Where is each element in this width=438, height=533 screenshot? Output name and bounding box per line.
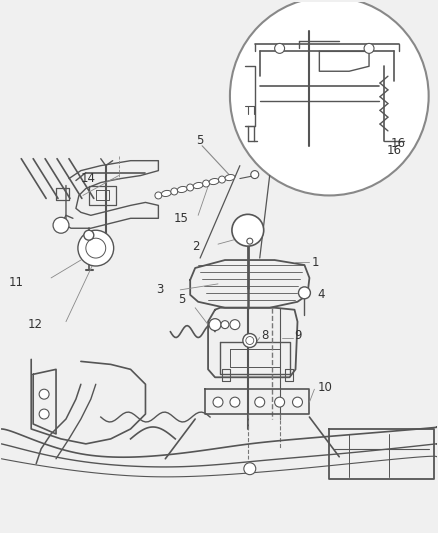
Circle shape [230,0,429,196]
Circle shape [247,238,253,244]
Text: 9: 9 [294,329,302,342]
Ellipse shape [225,174,235,181]
Circle shape [84,230,94,240]
Text: 10: 10 [318,381,332,394]
Text: 11: 11 [8,277,23,289]
Circle shape [232,214,264,246]
Ellipse shape [209,179,219,184]
Circle shape [364,43,374,53]
Circle shape [39,389,49,399]
Text: 1: 1 [311,255,319,269]
Ellipse shape [162,190,171,197]
Text: 14: 14 [81,172,96,185]
Ellipse shape [177,187,187,192]
Circle shape [246,336,254,344]
Text: 4: 4 [318,288,325,301]
Circle shape [155,192,162,199]
Circle shape [230,397,240,407]
Circle shape [86,238,106,258]
Circle shape [251,171,259,179]
Circle shape [187,184,194,191]
Circle shape [53,217,69,233]
Circle shape [255,397,265,407]
Circle shape [219,176,226,183]
Text: 12: 12 [28,318,43,331]
Text: 2: 2 [193,240,200,253]
Text: 15: 15 [173,212,188,225]
Circle shape [298,287,311,299]
Circle shape [243,334,257,348]
Circle shape [209,319,221,330]
Text: 16: 16 [391,138,406,150]
Circle shape [39,409,49,419]
Text: 3: 3 [156,284,163,296]
Circle shape [293,397,303,407]
Circle shape [275,397,285,407]
Text: 8: 8 [262,329,269,342]
Circle shape [213,397,223,407]
Circle shape [275,43,285,53]
Circle shape [221,321,229,329]
Circle shape [244,463,256,475]
Circle shape [171,188,178,195]
Text: 5: 5 [178,293,185,306]
Text: 5: 5 [196,134,204,147]
Circle shape [78,230,114,266]
Circle shape [230,320,240,329]
Circle shape [203,180,209,187]
Text: 16: 16 [387,144,402,157]
Ellipse shape [193,182,203,189]
